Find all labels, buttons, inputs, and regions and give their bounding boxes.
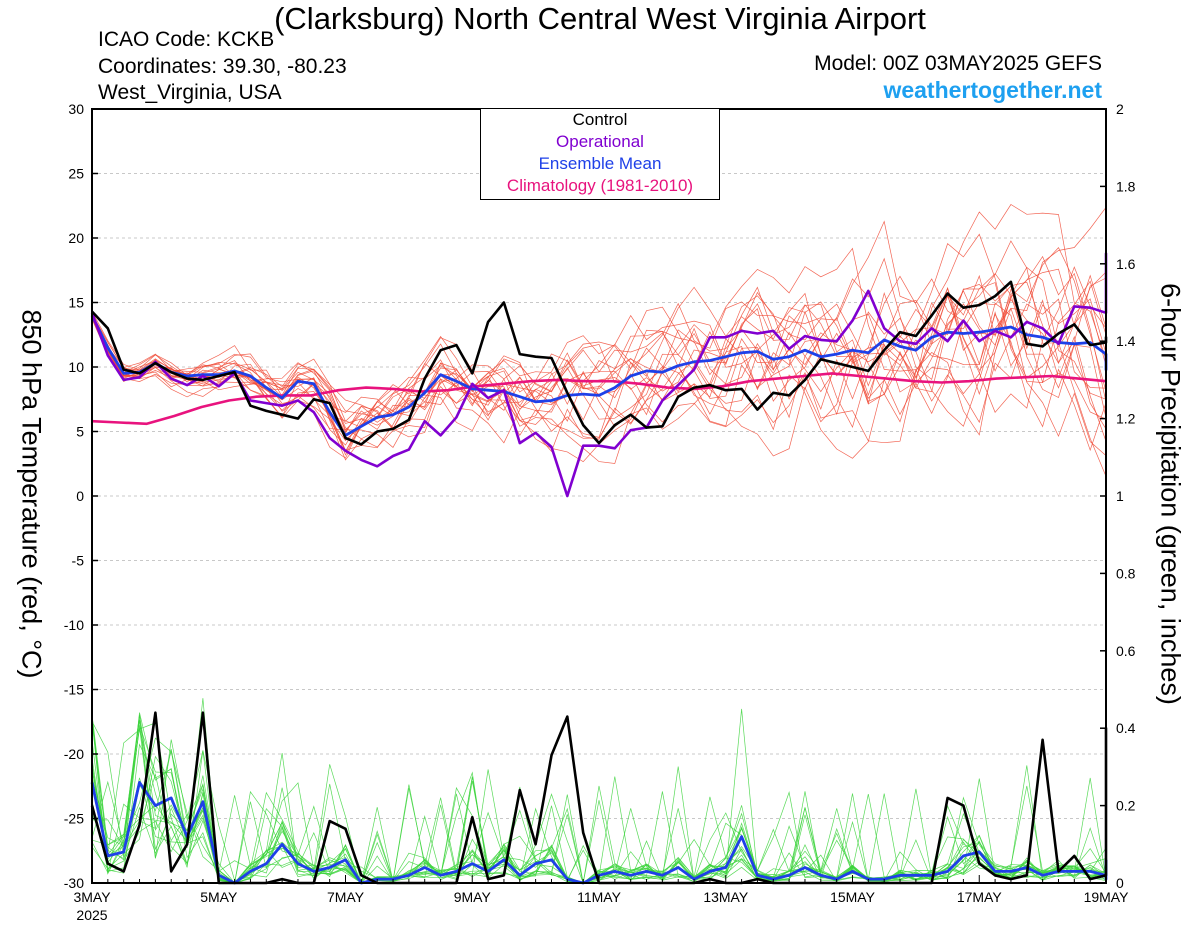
icao-code: ICAO Code: KCKB [98, 28, 275, 51]
y-tick-label-right: 0.8 [1116, 565, 1136, 581]
y-tick-label-left: -20 [64, 746, 84, 762]
x-tick-label: 13MAY [703, 889, 749, 905]
ensemble-member-temp [91, 220, 1107, 452]
ensemble-member-temp [91, 255, 1107, 453]
ensemble-member-precip [91, 743, 1107, 884]
ensemble-member-temp [91, 283, 1107, 427]
ensemble-member-temp [91, 274, 1107, 444]
ensemble-member-precip [91, 698, 1107, 884]
y-tick-label-left: 0 [76, 488, 84, 504]
coordinates: Coordinates: 39.30, -80.23 [98, 55, 347, 78]
x-year-label: 2025 [76, 907, 107, 923]
y-tick-label-right: 0.6 [1116, 643, 1136, 659]
legend-control: Control [572, 110, 628, 129]
y-tick-label-left: -25 [64, 811, 84, 827]
y-tick-label-left: 10 [68, 359, 84, 375]
y-tick-label-right: 0.4 [1116, 720, 1136, 736]
x-tick-label: 9MAY [454, 889, 492, 905]
ensemble-member-temp [91, 277, 1107, 417]
y-tick-label-left: 25 [68, 166, 84, 182]
x-tick-label: 19MAY [1084, 889, 1130, 905]
ensemble-member-precip [91, 714, 1107, 884]
site-link[interactable]: weathertogether.net [883, 77, 1102, 103]
x-tick-label: 11MAY [577, 889, 621, 905]
x-tick-label: 7MAY [327, 889, 365, 905]
model-run: Model: 00Z 03MAY2025 GEFS [814, 52, 1102, 75]
ensemble-member-temp [91, 257, 1107, 440]
chart-title: (Clarksburg) North Central West Virginia… [274, 1, 926, 36]
y-tick-label-left: -30 [64, 875, 84, 891]
ensemble-member-precip [91, 715, 1107, 885]
ensemble-member-temp [91, 266, 1107, 459]
y-tick-label-right: 0.2 [1116, 798, 1136, 814]
x-tick-label: 5MAY [200, 889, 238, 905]
ensemble-member-precip [91, 715, 1107, 884]
y-tick-label-left: -15 [64, 682, 84, 698]
ensemble-member-temp [91, 266, 1107, 451]
y-tick-label-right: 2 [1116, 101, 1124, 117]
y-tick-label-right: 1 [1116, 488, 1124, 504]
y-tick-label-left: -5 [72, 553, 85, 569]
x-tick-label: 3MAY [73, 889, 111, 905]
location: West_Virginia, USA [98, 81, 282, 104]
ensemble-member-temp [91, 247, 1107, 438]
y-tick-label-right: 0 [1116, 875, 1124, 891]
ensemble-member-temp [91, 273, 1107, 430]
ensemble-member-temp [91, 302, 1107, 456]
legend-ensemble-mean: Ensemble Mean [538, 154, 662, 173]
y-tick-label-left: 20 [68, 230, 84, 246]
y-tick-label-right: 1.2 [1116, 411, 1136, 427]
x-tick-label: 15MAY [830, 889, 876, 905]
y-tick-label-left: 15 [68, 295, 84, 311]
y-tick-label-left: 5 [76, 424, 84, 440]
ensemble-member-temp [91, 240, 1107, 477]
y-tick-label-left: -10 [64, 617, 84, 633]
operational-temp-line [90, 252, 1108, 498]
y-tick-label-left: 30 [68, 101, 84, 117]
y-tick-label-right: 1.8 [1116, 178, 1136, 194]
legend-operational: Operational [556, 132, 644, 151]
ensemble-member-temp [91, 298, 1107, 433]
y-tick-label-right: 1.4 [1116, 333, 1136, 349]
ensemble-member-temp [91, 281, 1107, 464]
climatology-temp-line [91, 372, 1107, 426]
ensemble-member-precip [91, 728, 1107, 884]
control-temp-line [91, 280, 1108, 446]
legend: Control Operational Ensemble Mean Climat… [480, 108, 720, 200]
ensemble-member-temp [91, 280, 1107, 459]
ensemble-member-temp [91, 207, 1107, 442]
legend-climatology: Climatology (1981-2010) [506, 176, 694, 195]
ensemble-mean-temp-line [90, 314, 1108, 437]
y-tick-label-right: 1.6 [1116, 256, 1136, 272]
ensemble-member-precip [91, 739, 1107, 884]
x-tick-label: 17MAY [957, 889, 1003, 905]
